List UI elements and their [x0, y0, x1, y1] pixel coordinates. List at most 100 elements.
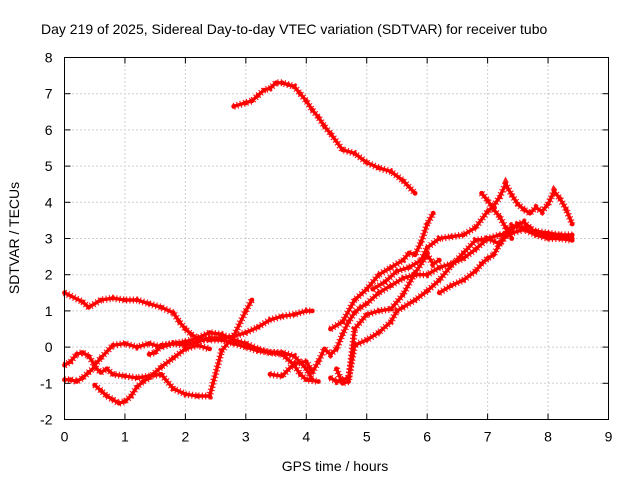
- series-s10: [328, 210, 437, 333]
- data-point: [309, 107, 315, 113]
- data-point: [340, 147, 345, 153]
- data-point: [340, 380, 345, 386]
- data-point: [448, 283, 454, 288]
- data-point: [436, 290, 442, 296]
- data-point: [231, 104, 237, 109]
- x-tick-labels: 0 1 2 3 4 5 6 7 8 9: [61, 429, 613, 445]
- data-point: [267, 317, 273, 323]
- data-point: [249, 297, 255, 303]
- data-point: [539, 209, 545, 214]
- data-point: [569, 221, 575, 227]
- data-point: [388, 265, 394, 270]
- data-point: [503, 234, 509, 240]
- data-point: [291, 353, 297, 359]
- data-point: [158, 342, 164, 348]
- data-point: [424, 288, 430, 294]
- data-point: [309, 370, 315, 375]
- data-point: [183, 326, 188, 332]
- data-point: [364, 337, 370, 343]
- data-point: [86, 370, 92, 375]
- y-tick-label: 8: [45, 50, 53, 66]
- data-point: [273, 80, 279, 86]
- data-point: [424, 245, 430, 251]
- data-point: [461, 277, 466, 283]
- data-point: [328, 375, 333, 381]
- data-point: [158, 304, 164, 310]
- x-tick-label: 1: [121, 429, 129, 445]
- series-s4: [92, 341, 213, 407]
- data-point: [122, 341, 128, 346]
- data-point: [364, 160, 370, 165]
- data-point: [116, 400, 122, 406]
- data-point: [569, 236, 575, 241]
- data-point: [412, 297, 418, 303]
- data-point: [92, 364, 98, 370]
- y-tick-label: -1: [40, 375, 53, 391]
- data-point: [122, 399, 128, 404]
- data-point: [545, 232, 551, 238]
- x-tick-label: 9: [605, 429, 613, 445]
- data-point: [291, 312, 297, 317]
- data-point: [170, 355, 176, 361]
- data-point: [563, 207, 569, 212]
- data-point: [255, 346, 261, 352]
- data-point: [303, 359, 309, 364]
- data-point: [285, 82, 291, 87]
- data-point: [388, 319, 394, 325]
- data-point: [291, 84, 297, 89]
- data-point: [122, 297, 128, 303]
- data-point: [394, 308, 400, 314]
- data-point: [448, 234, 454, 240]
- data-point: [436, 236, 442, 241]
- chart-title: Day 219 of 2025, Sidereal Day-to-day VTE…: [41, 21, 548, 37]
- series-layer: [62, 79, 576, 407]
- data-point: [146, 375, 152, 381]
- data-point: [322, 123, 327, 129]
- y-tick-label: -2: [40, 412, 53, 428]
- data-point: [98, 355, 104, 361]
- data-point: [394, 268, 400, 274]
- data-point: [297, 371, 303, 377]
- data-point: [309, 308, 315, 314]
- data-point: [485, 198, 490, 203]
- data-point: [316, 379, 321, 384]
- axis-ticks: [64, 57, 609, 420]
- data-point: [170, 386, 176, 392]
- data-point: [473, 247, 478, 252]
- data-point: [364, 312, 370, 317]
- data-point: [104, 393, 110, 399]
- data-point: [364, 301, 370, 307]
- data-point: [388, 283, 394, 288]
- data-point: [515, 221, 521, 227]
- data-point: [436, 265, 442, 270]
- data-point: [170, 310, 176, 316]
- data-point: [485, 256, 490, 261]
- y-tick-label: 7: [45, 86, 53, 102]
- data-point: [140, 379, 146, 384]
- data-point: [509, 227, 515, 232]
- data-point: [279, 351, 285, 357]
- data-point: [152, 350, 158, 355]
- data-point: [267, 350, 273, 355]
- data-point: [448, 263, 454, 268]
- data-point: [110, 371, 116, 377]
- data-point: [340, 319, 345, 325]
- y-axis-label: SDTVAR / TECUs: [6, 182, 22, 294]
- data-point: [279, 80, 285, 86]
- data-point: [328, 326, 333, 332]
- series-s3: [62, 297, 255, 400]
- data-point: [346, 319, 351, 325]
- data-point: [243, 308, 249, 314]
- data-point: [430, 210, 436, 216]
- data-point: [334, 346, 339, 352]
- data-point: [545, 201, 551, 207]
- data-point: [92, 382, 98, 388]
- data-point: [219, 335, 225, 341]
- data-point: [376, 290, 382, 296]
- data-point: [497, 241, 503, 247]
- y-tick-label: 6: [45, 122, 53, 138]
- data-point: [189, 332, 194, 337]
- data-point: [436, 257, 442, 263]
- data-point: [497, 214, 503, 220]
